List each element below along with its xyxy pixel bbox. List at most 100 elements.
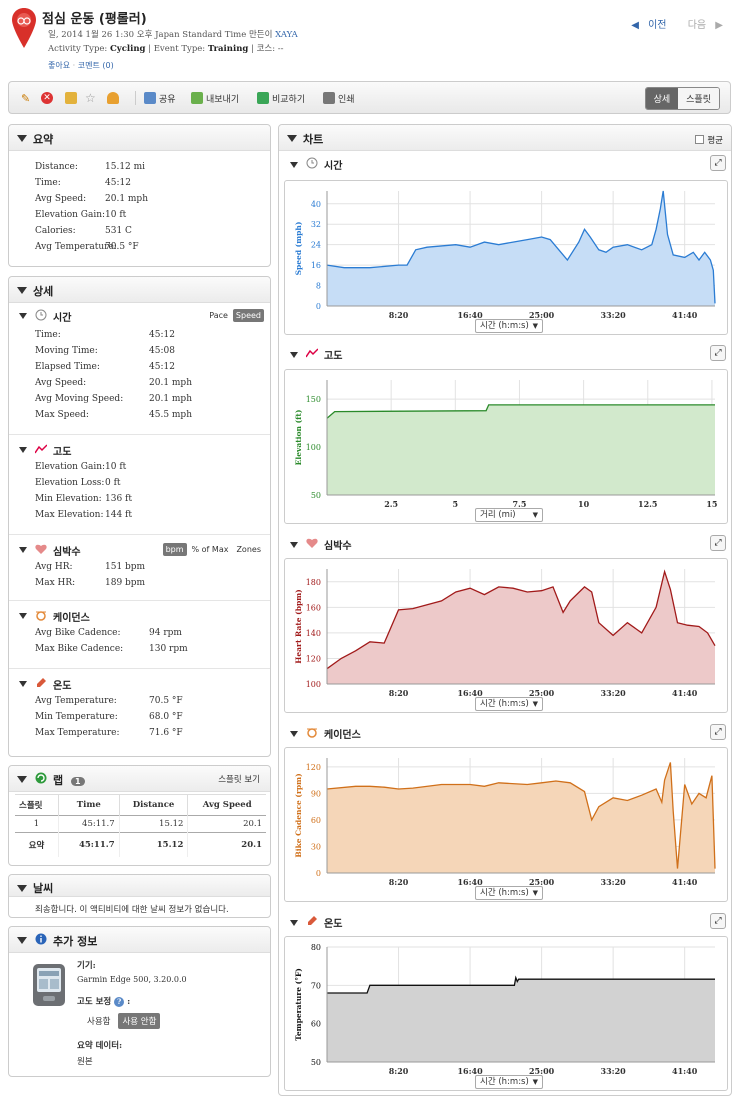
- next-link[interactable]: 다음 ▶: [687, 20, 723, 31]
- y-tick-label: 60: [311, 816, 321, 825]
- stat-row: Avg HR: 151 bpm: [9, 559, 270, 575]
- lap-column-header[interactable]: Distance: [118, 794, 188, 816]
- pct-max-option[interactable]: % of Max: [191, 545, 229, 554]
- stat-value: 0 ft: [105, 478, 121, 488]
- next-arrow-icon: ▶: [715, 20, 723, 31]
- x-axis-select[interactable]: 시간 (h:m:s) ▼: [475, 697, 543, 711]
- expand-icon[interactable]: ⤢: [710, 535, 726, 551]
- favorite-button[interactable]: ☆: [85, 91, 96, 105]
- chart-svg[interactable]: 0 8 16 24 32 40 8:20 16:40 25:00 33:20 41:40 Speed …: [285, 181, 727, 336]
- chart-header-3[interactable]: 케이던스 ⤢: [284, 722, 728, 744]
- series-area: [327, 404, 715, 495]
- bpm-option[interactable]: bpm: [162, 543, 187, 556]
- delete-button[interactable]: ✕: [41, 91, 53, 105]
- x-tick-label: 2.5: [384, 499, 398, 509]
- heart-rate-section: 심박수 bpm % of Max Zones Avg HR: 151 bpm Max H…: [9, 535, 270, 601]
- stat-value: 531 C: [105, 226, 132, 236]
- use-option[interactable]: 사용함: [87, 1017, 111, 1027]
- pace-option[interactable]: Pace: [209, 311, 228, 320]
- compare-icon: [257, 92, 269, 104]
- stat-label: Max Elevation:: [35, 510, 104, 520]
- heart-icon: [35, 544, 47, 554]
- compare-button[interactable]: 비교하기: [257, 91, 305, 105]
- cadence-icon: [307, 728, 317, 738]
- more-info-header[interactable]: 추가 정보: [9, 927, 270, 953]
- stat-row: Time: 45:12: [9, 175, 270, 191]
- chart-svg[interactable]: 50 100 150 2.5 5 7.5 10 12.5 15 Elevation (ft): [285, 370, 727, 525]
- zones-option[interactable]: Zones: [236, 545, 261, 554]
- average-checkbox[interactable]: [695, 135, 705, 144]
- charts-header[interactable]: 차트 평균: [279, 125, 731, 151]
- share-button[interactable]: 공유: [135, 91, 176, 105]
- chart-box-2: 100 120 140 160 180 8:20 16:40 25:00 33:20 41:40 H…: [284, 558, 728, 713]
- stat-row: Distance: 15.12 mi: [9, 159, 270, 175]
- stat-row: Elapsed Time: 45:12: [9, 359, 270, 375]
- average-toggle[interactable]: 평균: [695, 134, 723, 146]
- view-switch: 상세 스플릿: [644, 87, 720, 110]
- chart-header-1[interactable]: 고도 ⤢: [284, 343, 728, 365]
- summary-header[interactable]: 요약: [9, 125, 270, 151]
- x-axis-select[interactable]: 거리 (mi) ▼: [475, 508, 543, 522]
- chart-svg[interactable]: 50 60 70 80 8:20 16:40 25:00 33:20 41:40 Temperat…: [285, 937, 727, 1092]
- expand-icon[interactable]: ⤢: [710, 345, 726, 361]
- x-axis-select-value: 시간 (h:m:s): [480, 1077, 529, 1087]
- stat-row: Max HR: 189 bpm: [9, 575, 270, 591]
- help-icon[interactable]: ?: [114, 997, 125, 1007]
- y-tick-label: 50: [311, 1058, 321, 1067]
- time-section-header[interactable]: 시간: [9, 303, 270, 327]
- privacy-button[interactable]: [65, 91, 77, 105]
- chart-svg[interactable]: 100 120 140 160 180 8:20 16:40 25:00 33:20 41:40 H…: [285, 559, 727, 714]
- lap-cell: 45:11.7: [57, 832, 120, 857]
- print-button[interactable]: 인쇄: [323, 91, 355, 105]
- comment-link[interactable]: 코멘트 (0): [77, 61, 114, 70]
- like-link[interactable]: 좋아요: [48, 61, 71, 70]
- view-splits-link[interactable]: 스플릿 보기: [218, 775, 260, 785]
- lap-column-header[interactable]: 스플릿: [19, 801, 43, 811]
- expand-icon[interactable]: ⤢: [710, 913, 726, 929]
- chevron-down-icon: ▼: [532, 889, 538, 897]
- chart-header-0[interactable]: 시간 ⤢: [284, 153, 728, 175]
- not-use-option[interactable]: 사용 안함: [118, 1013, 161, 1029]
- y-tick-label: 160: [306, 603, 321, 612]
- chart-svg[interactable]: 0 30 60 90 120 8:20 16:40 25:00 33:20 41:40 Bike C…: [285, 748, 727, 903]
- details-header[interactable]: 상세: [9, 277, 270, 303]
- tab-detail[interactable]: 상세: [645, 88, 679, 109]
- lap-column-header[interactable]: Avg Speed: [187, 794, 266, 816]
- stat-label: Avg HR:: [35, 562, 73, 572]
- x-tick-label: 33:20: [601, 1066, 627, 1076]
- edit-button[interactable]: ✎: [21, 91, 30, 105]
- weather-panel: 날씨 죄송합니다. 이 액티비티에 대한 날씨 정보가 없습니다.: [8, 874, 271, 918]
- cadence-section-header[interactable]: 케이던스: [9, 601, 270, 625]
- stat-row: Elevation Gain: 10 ft: [9, 459, 270, 475]
- chart-box-4: 50 60 70 80 8:20 16:40 25:00 33:20 41:40 Temperat…: [284, 936, 728, 1091]
- chart-header-2[interactable]: 심박수 ⤢: [284, 533, 728, 555]
- expand-icon[interactable]: ⤢: [710, 724, 726, 740]
- weather-header[interactable]: 날씨: [9, 875, 270, 897]
- stat-row: Avg Temperature: 70.5 °F: [9, 239, 270, 255]
- export-button[interactable]: 내보내기: [191, 91, 239, 105]
- stat-row: Avg Temperature: 70.5 °F: [9, 693, 270, 709]
- y-axis-label: Elevation (ft): [294, 410, 303, 466]
- speed-option[interactable]: Speed: [232, 309, 264, 322]
- heart-rate-section-header[interactable]: 심박수: [9, 535, 270, 559]
- elevation-section: 고도 Elevation Gain: 10 ft Elevation Loss: 0 …: [9, 435, 270, 535]
- chart-header-4[interactable]: 온도 ⤢: [284, 911, 728, 933]
- stat-value: 20.1 mph: [149, 394, 192, 404]
- person-button[interactable]: [107, 91, 119, 105]
- prev-link[interactable]: ◀ 이전: [631, 20, 667, 31]
- elevation-section-header[interactable]: 고도: [9, 435, 270, 459]
- expand-icon[interactable]: ⤢: [710, 155, 726, 171]
- x-axis-select[interactable]: 시간 (h:m:s) ▼: [475, 886, 543, 900]
- temperature-section-header[interactable]: 온도: [9, 669, 270, 693]
- tab-splits[interactable]: 스플릿: [678, 88, 719, 109]
- x-axis-select[interactable]: 시간 (h:m:s) ▼: [475, 319, 543, 333]
- x-axis-select[interactable]: 시간 (h:m:s) ▼: [475, 1075, 543, 1089]
- chart-title: 케이던스: [324, 730, 361, 741]
- stat-value: 94 rpm: [149, 628, 182, 638]
- stat-row: Avg Moving Speed: 20.1 mph: [9, 391, 270, 407]
- author-link[interactable]: XAYA: [275, 30, 298, 40]
- laps-header[interactable]: 랩 1 스플릿 보기: [9, 766, 270, 792]
- stat-row: Max Temperature: 71.6 °F: [9, 725, 270, 741]
- lap-column-header[interactable]: Time: [57, 794, 120, 816]
- lap-cell: 45:11.7: [57, 815, 120, 833]
